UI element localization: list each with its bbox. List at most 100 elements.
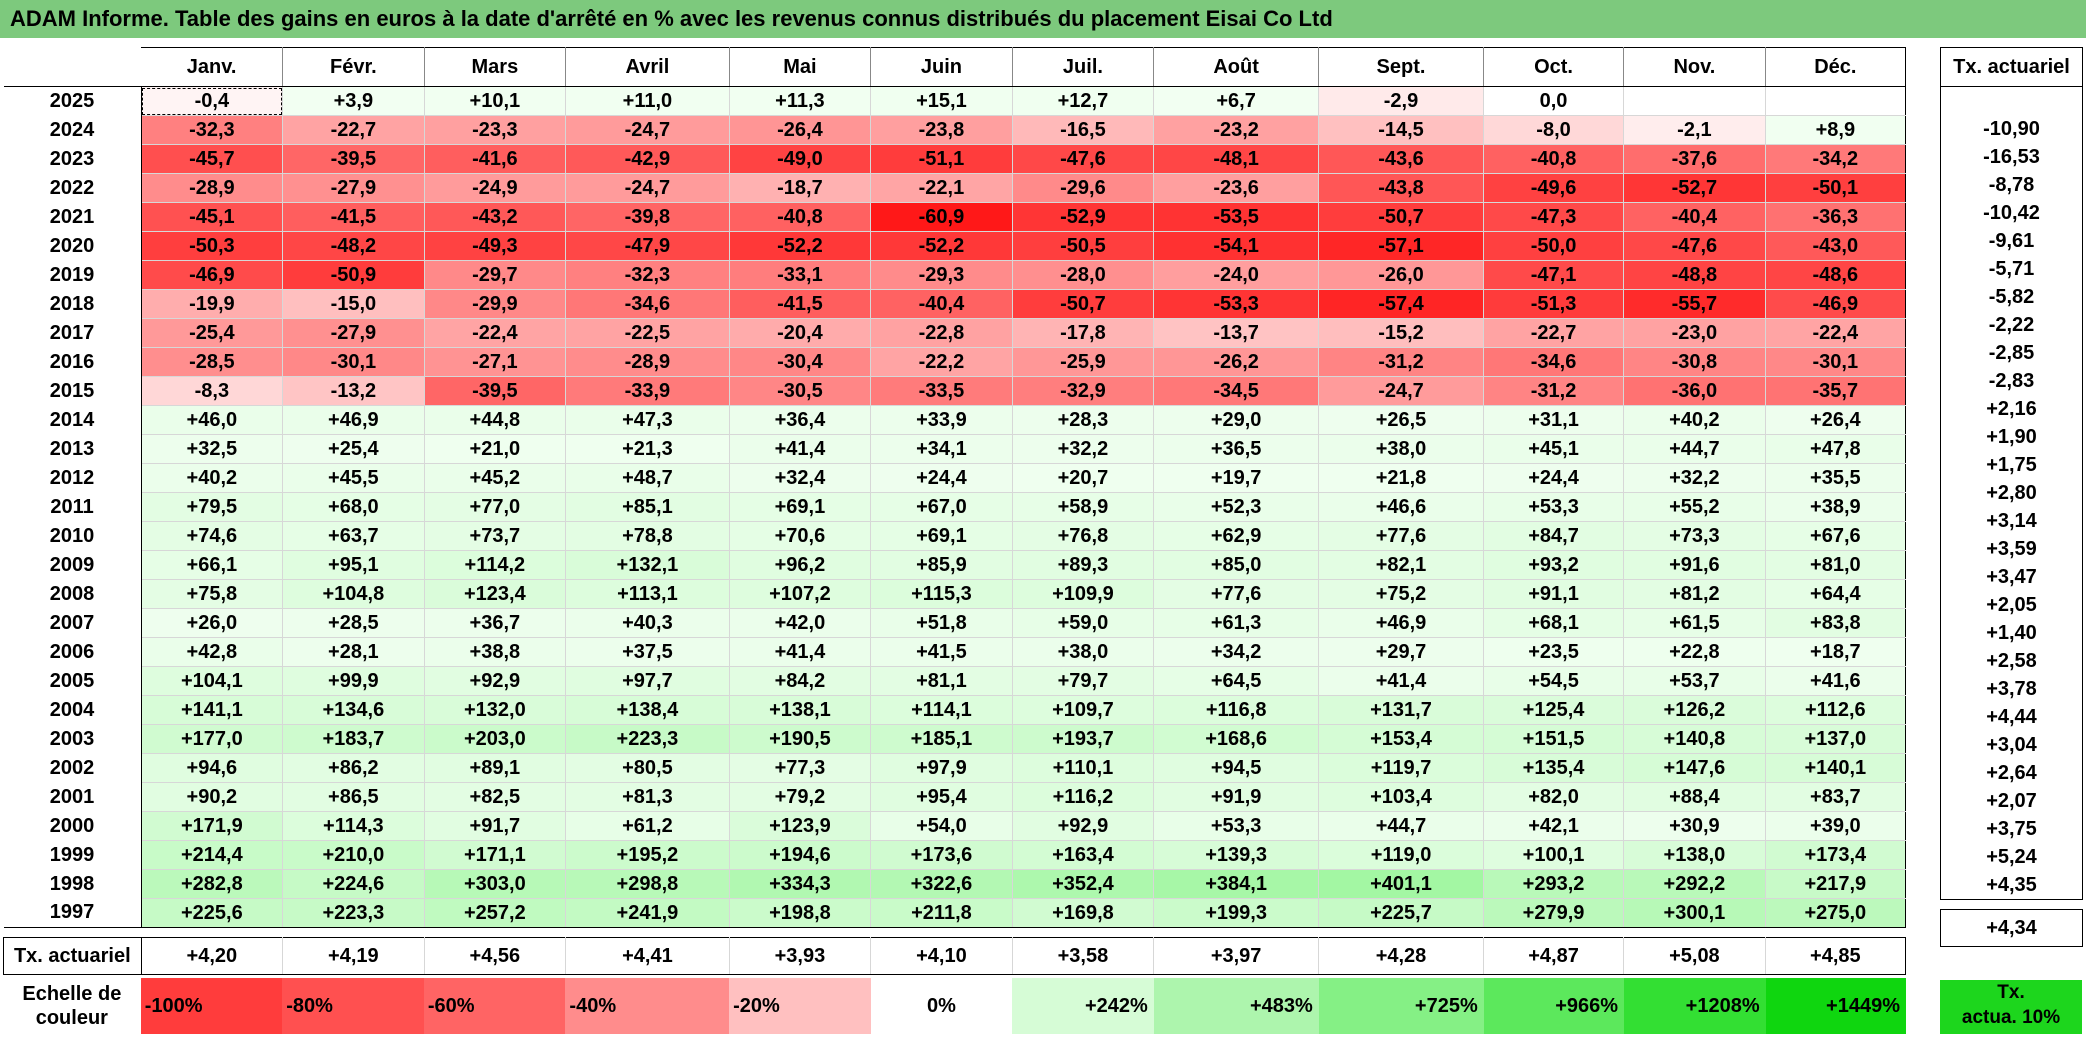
gain-cell[interactable]: +125,4 — [1483, 695, 1625, 725]
gain-cell[interactable]: +32,2 — [1623, 463, 1766, 493]
gain-cell[interactable]: -30,4 — [729, 347, 872, 377]
gain-cell[interactable]: +32,4 — [729, 463, 872, 493]
gain-cell[interactable]: +211,8 — [870, 898, 1013, 928]
gain-cell[interactable]: +67,6 — [1765, 521, 1907, 551]
gain-cell[interactable]: -43,0 — [1765, 231, 1907, 261]
gain-cell[interactable]: +31,1 — [1483, 405, 1625, 435]
gain-cell[interactable]: -23,2 — [1153, 115, 1320, 145]
gain-cell[interactable]: +61,2 — [565, 811, 730, 841]
gain-cell[interactable]: +18,7 — [1765, 637, 1907, 667]
gain-cell[interactable]: -19,9 — [141, 289, 284, 319]
tx-value[interactable]: -2,83 — [1940, 367, 2083, 395]
tx-value[interactable]: +3,59 — [1940, 535, 2083, 563]
gain-cell[interactable]: +91,7 — [424, 811, 567, 841]
average-cell[interactable]: +4,87 — [1483, 937, 1625, 975]
average-cell[interactable]: +4,56 — [424, 937, 567, 975]
gain-cell[interactable]: +217,9 — [1765, 869, 1907, 899]
gain-cell[interactable]: +75,2 — [1318, 579, 1484, 609]
gain-cell[interactable]: +303,0 — [424, 869, 567, 899]
gain-cell[interactable]: +300,1 — [1623, 898, 1766, 928]
gain-cell[interactable]: +48,7 — [565, 463, 730, 493]
gain-cell[interactable]: -28,9 — [565, 347, 730, 377]
gain-cell[interactable]: -50,3 — [141, 231, 284, 261]
gain-cell[interactable]: -37,6 — [1623, 144, 1766, 174]
gain-cell[interactable]: +34,2 — [1153, 637, 1320, 667]
gain-cell[interactable]: -32,3 — [565, 260, 730, 290]
gain-cell[interactable]: +85,0 — [1153, 550, 1320, 580]
gain-cell[interactable]: -22,5 — [565, 318, 730, 348]
gain-cell[interactable]: +99,9 — [282, 666, 425, 696]
gain-cell[interactable]: +66,1 — [141, 550, 284, 580]
gain-cell[interactable]: -47,9 — [565, 231, 730, 261]
gain-cell[interactable]: +225,6 — [141, 898, 284, 928]
gain-cell[interactable]: -18,7 — [729, 173, 872, 203]
gain-cell[interactable]: +28,1 — [282, 637, 425, 667]
gain-cell[interactable]: +36,4 — [729, 405, 872, 435]
gain-cell[interactable]: -22,7 — [1483, 318, 1625, 348]
gain-cell[interactable]: -24,0 — [1153, 260, 1320, 290]
gain-cell[interactable]: +89,1 — [424, 753, 567, 783]
gain-cell[interactable]: +77,6 — [1318, 521, 1484, 551]
gain-cell[interactable]: +109,9 — [1012, 579, 1155, 609]
gain-cell[interactable]: +40,3 — [565, 608, 730, 638]
average-cell[interactable]: +3,58 — [1012, 937, 1155, 975]
gain-cell[interactable]: +210,0 — [282, 840, 425, 870]
gain-cell[interactable]: +61,5 — [1623, 608, 1766, 638]
gain-cell[interactable]: +97,9 — [870, 753, 1013, 783]
gain-cell[interactable]: -49,6 — [1483, 173, 1625, 203]
gain-cell[interactable]: +46,9 — [1318, 608, 1484, 638]
gain-cell[interactable]: +79,7 — [1012, 666, 1155, 696]
gain-cell[interactable]: -29,6 — [1012, 173, 1155, 203]
average-cell[interactable]: +3,97 — [1153, 937, 1320, 975]
gain-cell[interactable]: +100,1 — [1483, 840, 1625, 870]
gain-cell[interactable]: +132,0 — [424, 695, 567, 725]
gain-cell[interactable]: -15,0 — [282, 289, 425, 319]
gain-cell[interactable]: +78,8 — [565, 521, 730, 551]
gain-cell[interactable]: -13,7 — [1153, 318, 1320, 348]
gain-cell[interactable]: +92,9 — [1012, 811, 1155, 841]
gain-cell[interactable]: +82,1 — [1318, 550, 1484, 580]
tx-value[interactable]: -2,85 — [1940, 339, 2083, 367]
gain-cell[interactable]: +44,7 — [1623, 434, 1766, 464]
gain-cell[interactable]: -29,7 — [424, 260, 567, 290]
gain-cell[interactable]: +68,0 — [282, 492, 425, 522]
gain-cell[interactable]: -51,3 — [1483, 289, 1625, 319]
gain-cell[interactable]: +126,2 — [1623, 695, 1766, 725]
gain-cell[interactable]: -28,9 — [141, 173, 284, 203]
gain-cell[interactable]: +119,7 — [1318, 753, 1484, 783]
gain-cell[interactable]: +84,7 — [1483, 521, 1625, 551]
gain-cell[interactable]: +104,1 — [141, 666, 284, 696]
gain-cell[interactable]: +93,2 — [1483, 550, 1625, 580]
gain-cell[interactable]: -33,1 — [729, 260, 872, 290]
gain-cell[interactable]: +82,0 — [1483, 782, 1625, 812]
gain-cell[interactable] — [1765, 86, 1907, 116]
gain-cell[interactable]: +41,6 — [1765, 666, 1907, 696]
gain-cell[interactable]: +123,4 — [424, 579, 567, 609]
gain-cell[interactable]: +298,8 — [565, 869, 730, 899]
gain-cell[interactable]: +68,1 — [1483, 608, 1625, 638]
gain-cell[interactable]: +19,7 — [1153, 463, 1320, 493]
gain-cell[interactable]: +183,7 — [282, 724, 425, 754]
gain-cell[interactable]: +40,2 — [141, 463, 284, 493]
gain-cell[interactable]: -0,4 — [141, 86, 284, 116]
gain-cell[interactable]: +401,1 — [1318, 869, 1484, 899]
gain-cell[interactable]: +58,9 — [1012, 492, 1155, 522]
gain-cell[interactable]: -34,6 — [565, 289, 730, 319]
gain-cell[interactable]: -34,6 — [1483, 347, 1625, 377]
average-cell[interactable]: +5,08 — [1623, 937, 1766, 975]
gain-cell[interactable]: -30,8 — [1623, 347, 1766, 377]
gain-cell[interactable]: -36,0 — [1623, 376, 1766, 406]
gain-cell[interactable]: +113,1 — [565, 579, 730, 609]
tx-value[interactable]: -5,82 — [1940, 283, 2083, 311]
gain-cell[interactable]: -23,3 — [424, 115, 567, 145]
gain-cell[interactable]: -34,5 — [1153, 376, 1320, 406]
gain-cell[interactable]: +140,8 — [1623, 724, 1766, 754]
tx-value[interactable]: +3,14 — [1940, 507, 2083, 535]
average-cell[interactable]: +4,19 — [282, 937, 425, 975]
gain-cell[interactable]: -41,5 — [282, 202, 425, 232]
gain-cell[interactable]: +97,7 — [565, 666, 730, 696]
gain-cell[interactable]: -13,2 — [282, 376, 425, 406]
gain-cell[interactable]: +241,9 — [565, 898, 730, 928]
gain-cell[interactable]: -22,2 — [870, 347, 1013, 377]
gain-cell[interactable]: +163,4 — [1012, 840, 1155, 870]
